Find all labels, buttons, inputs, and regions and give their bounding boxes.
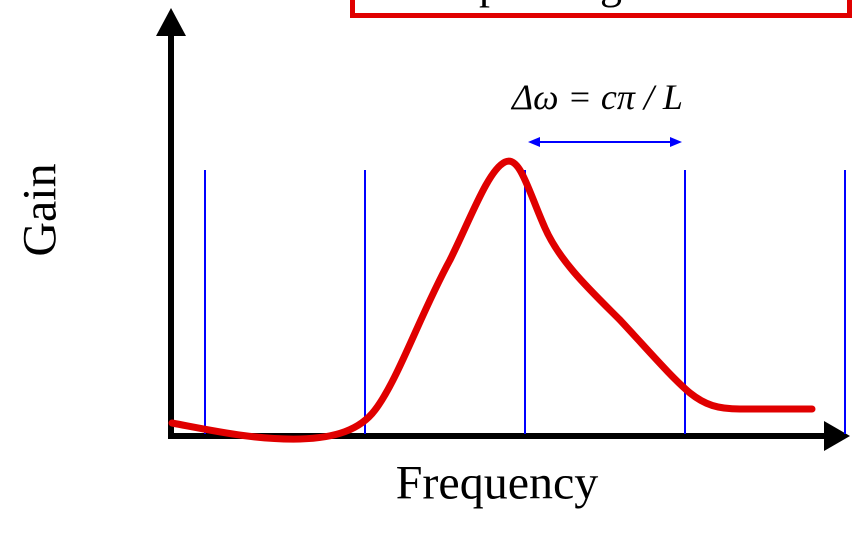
x-axis-label: Frequency	[395, 456, 599, 510]
title-text-partial: …p… …g…	[435, 0, 666, 9]
spacing-arrowhead-right	[670, 137, 682, 147]
x-axis-arrowhead	[824, 421, 850, 451]
gain-curve	[168, 157, 816, 443]
spacing-arrowhead-left	[528, 137, 540, 147]
y-axis-label: Gain	[13, 163, 67, 257]
mode-spacing-equation: Δω = cπ / L	[512, 77, 683, 117]
y-axis-arrowhead	[156, 8, 186, 36]
title-frame: …p… …g…	[350, 0, 852, 18]
